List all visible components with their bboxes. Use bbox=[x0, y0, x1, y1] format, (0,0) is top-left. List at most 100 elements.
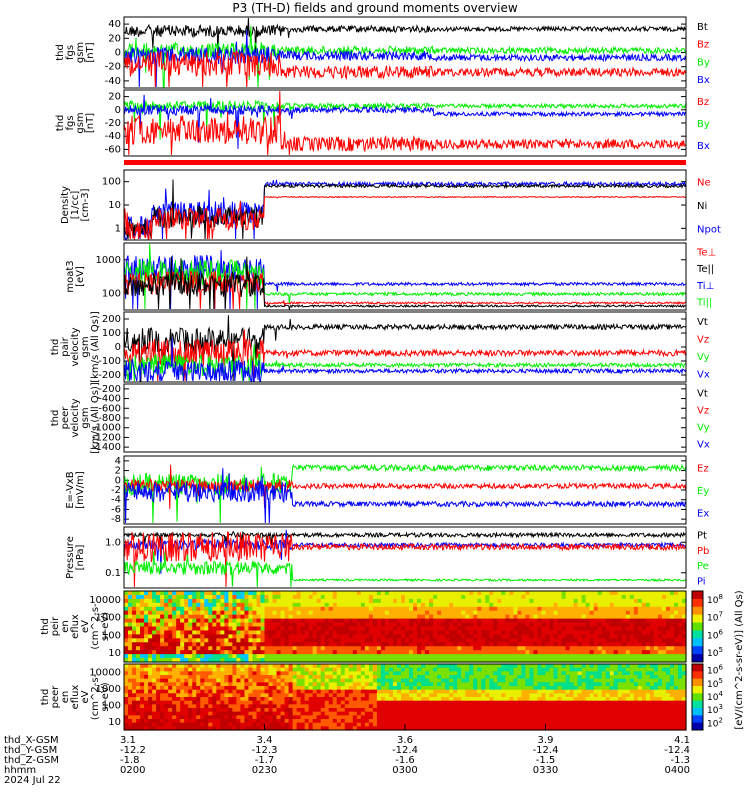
series-Te-perp bbox=[123, 270, 687, 310]
y-tick-label: 0.1 bbox=[105, 568, 121, 579]
legend-Vz: Vz bbox=[697, 406, 709, 417]
y-axis-label: peer bbox=[50, 685, 61, 709]
colorbar-tick: 105 bbox=[707, 646, 723, 659]
x-axis-row-label: 2024 Jul 22 bbox=[4, 775, 61, 786]
y-tick-label: 0 bbox=[115, 475, 121, 486]
legend-Pt: Pt bbox=[697, 531, 707, 542]
y-tick-label: -6 bbox=[111, 504, 121, 515]
series-Bz bbox=[123, 90, 687, 156]
colorbar-tick: 102 bbox=[707, 716, 723, 729]
legend-Pi: Pi bbox=[697, 576, 706, 587]
y-axis-label: en bbox=[60, 620, 71, 633]
y-tick-label: -1000 bbox=[92, 423, 121, 434]
y-axis-label: eV bbox=[80, 620, 91, 633]
panel-frame bbox=[123, 311, 687, 383]
y-axis-label: velocity bbox=[70, 327, 81, 366]
x-tick-gsm-z: -1.3 bbox=[670, 755, 690, 766]
y-axis-label: thd bbox=[40, 618, 51, 635]
panel-3 bbox=[124, 181, 686, 229]
panel-frame bbox=[123, 242, 687, 311]
series-Pi bbox=[123, 529, 687, 574]
x-axis-row-label: thd_Z-GSM bbox=[4, 755, 59, 766]
legend-Te||: Te|| bbox=[696, 264, 714, 275]
y-tick-label: 100 bbox=[102, 288, 121, 299]
panel-frame bbox=[123, 16, 687, 89]
y-axis-label: [km/s (All Qs)] bbox=[90, 382, 101, 454]
legend-Vz: Vz bbox=[697, 334, 709, 345]
legend-By: By bbox=[697, 119, 710, 130]
x-tick-hhmm: 0200 bbox=[120, 765, 145, 776]
legend-Vx: Vx bbox=[697, 369, 710, 380]
panel-frame bbox=[123, 169, 687, 241]
electron-spectrogram bbox=[124, 664, 687, 731]
y-axis-label: gsm bbox=[75, 112, 86, 133]
y-axis-label: pair bbox=[60, 336, 71, 356]
y-tick-label: -1200 bbox=[92, 432, 121, 443]
series-Ti-par bbox=[123, 243, 687, 310]
y-axis-label: Pressure bbox=[65, 536, 76, 579]
y-axis-label: [cm-3] bbox=[80, 188, 91, 221]
series-Te-par bbox=[123, 256, 687, 311]
colorbar-tick: 104 bbox=[707, 690, 723, 703]
y-axis-label: en bbox=[60, 691, 71, 704]
legend-Te⊥: Te⊥ bbox=[696, 247, 716, 258]
colorbar-tick: 106 bbox=[707, 664, 723, 677]
legend-Ti⊥: Ti⊥ bbox=[696, 281, 714, 292]
x-tick-gsm-x: 4.1 bbox=[674, 735, 690, 746]
legend-Ti||: Ti|| bbox=[696, 298, 712, 309]
y-tick-label: 10 bbox=[108, 717, 121, 728]
y-tick-label: -8 bbox=[111, 514, 121, 525]
y-tick-label: -2 bbox=[111, 485, 121, 496]
y-axis-label: eflux bbox=[70, 614, 81, 639]
y-tick-label: 100 bbox=[102, 630, 121, 641]
y-axis-label: moat3 bbox=[65, 260, 76, 292]
colorbar-tick: 107 bbox=[707, 611, 723, 624]
legend-Vy: Vy bbox=[697, 423, 710, 434]
legend-Bx: Bx bbox=[697, 75, 710, 86]
ion-spectrogram bbox=[124, 591, 687, 663]
y-tick-label: 2 bbox=[115, 466, 121, 477]
y-axis-label: fgs bbox=[65, 45, 76, 60]
panel-frame bbox=[123, 383, 687, 453]
y-tick-label: 20 bbox=[108, 33, 121, 44]
x-tick-hhmm: 0330 bbox=[533, 765, 558, 776]
x-tick-gsm-y: -12.4 bbox=[392, 745, 418, 756]
y-axis-label: gsm bbox=[80, 407, 91, 428]
y-tick-label: 1000 bbox=[96, 613, 121, 624]
x-tick-gsm-x: 3.6 bbox=[397, 735, 413, 746]
y-axis-label: eV bbox=[80, 690, 91, 703]
y-tick-label: 100 bbox=[102, 328, 121, 339]
colorbar-lower bbox=[691, 663, 704, 731]
series-Ex bbox=[123, 468, 687, 524]
series-Vz bbox=[123, 329, 687, 382]
x-tick-hhmm: 0300 bbox=[392, 765, 417, 776]
x-axis-row-label: thd_X-GSM bbox=[4, 735, 59, 746]
chart-title: P3 (TH-D) fields and ground moments over… bbox=[232, 1, 518, 15]
y-tick-label: 100 bbox=[102, 700, 121, 711]
x-tick-hhmm: 0400 bbox=[665, 765, 690, 776]
y-axis-label: [eV] bbox=[75, 266, 86, 287]
y-tick-label: -800 bbox=[98, 413, 121, 424]
x-tick-gsm-x: 3.1 bbox=[120, 735, 136, 746]
y-axis-label: sr-eV) bbox=[100, 682, 111, 711]
y-tick-label: 100 bbox=[102, 177, 121, 188]
y-tick-label: 10000 bbox=[89, 667, 121, 678]
legend-Vt: Vt bbox=[697, 389, 708, 400]
legend-Ne: Ne bbox=[697, 178, 711, 189]
x-tick-gsm-y: -12.3 bbox=[252, 745, 278, 756]
y-axis-label: thd bbox=[55, 115, 66, 132]
legend-Vx: Vx bbox=[697, 440, 710, 451]
x-tick-gsm-x: 3.4 bbox=[257, 735, 273, 746]
y-axis-label: [1/cc] bbox=[70, 191, 81, 220]
y-axis-label: gsm bbox=[80, 336, 91, 357]
y-axis-label: thd bbox=[50, 410, 61, 427]
legend-By: By bbox=[697, 57, 710, 68]
y-tick-label: 1 bbox=[115, 223, 121, 234]
series-Ni bbox=[123, 179, 687, 240]
y-axis-label: velocity bbox=[70, 398, 81, 437]
legend-Bz: Bz bbox=[697, 97, 709, 108]
series-Ez bbox=[123, 464, 687, 510]
colorbar-tick: 103 bbox=[707, 703, 723, 716]
y-tick-label: 40 bbox=[108, 19, 121, 30]
